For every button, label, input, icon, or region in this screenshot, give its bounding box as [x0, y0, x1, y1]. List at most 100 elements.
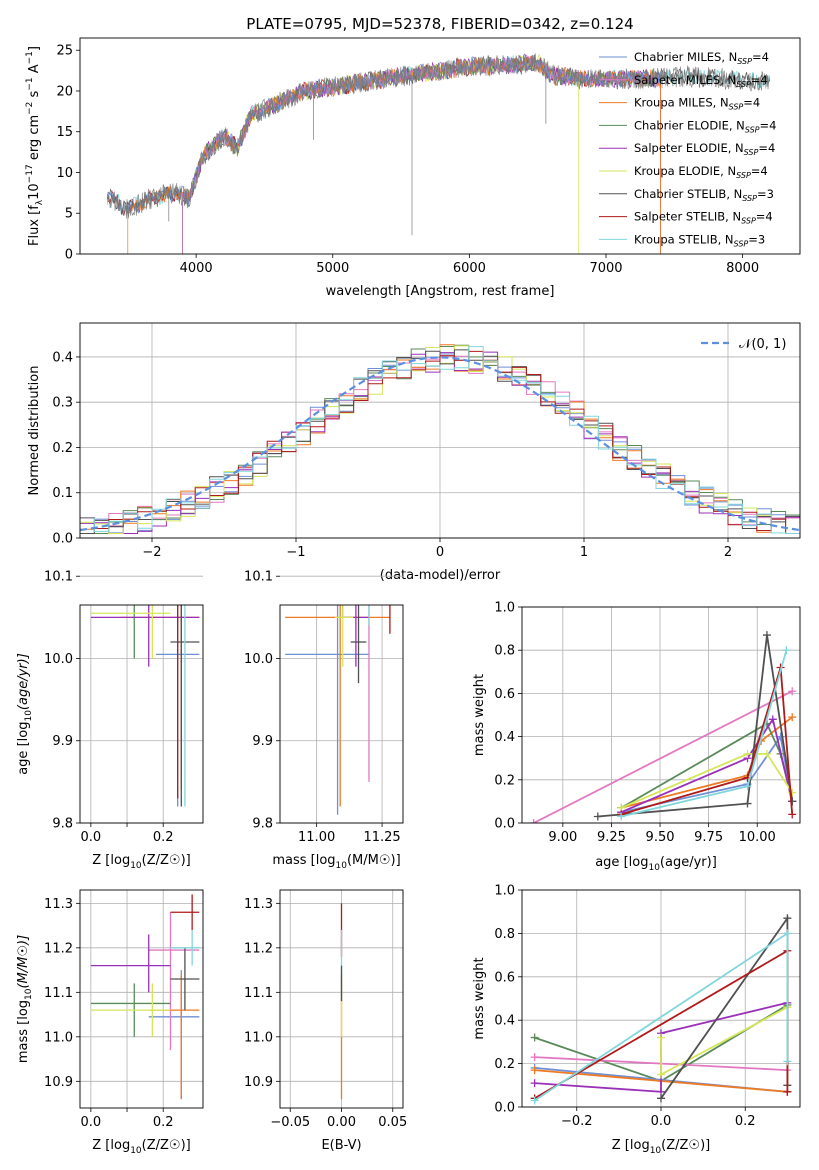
- y-tick-label: 0.3: [52, 396, 73, 411]
- y-tick-label: 0.2: [494, 1057, 515, 1072]
- weight-point: [788, 713, 797, 722]
- x-tick-label: −1: [286, 545, 305, 560]
- x-axis-label: wavelength [Angstrom, rest frame]: [326, 284, 555, 299]
- y-tick-label: 9.8: [52, 817, 73, 832]
- error-bar-point: [90, 983, 171, 1037]
- axes-frame: [521, 889, 801, 1108]
- gaussian-curve: [80, 356, 800, 532]
- weight-point: [530, 1079, 539, 1088]
- y-tick-label: 11.0: [244, 1030, 273, 1045]
- y-tick-label: 10: [56, 166, 73, 181]
- x-tick-label: 0.0: [651, 1114, 672, 1129]
- y-axis-label: Normed distribution: [27, 366, 42, 496]
- y-tick-label: 0.8: [494, 644, 515, 659]
- y-axis-label: mass weight: [472, 957, 487, 1039]
- legend-entry: Kroupa MILES, NSSP=4: [634, 96, 760, 112]
- error-bar-point: [90, 605, 200, 667]
- weight-point: [743, 799, 752, 808]
- legend-entry: Chabrier MILES, NSSP=4: [634, 50, 769, 66]
- y-tick-label: 11.1: [44, 986, 73, 1001]
- y-tick-label: 9.9: [252, 734, 273, 749]
- x-tick-label: −0.2: [561, 1114, 593, 1129]
- x-axis-label: age [log10(age/yr)]: [595, 855, 717, 873]
- mass-weight-vs-metallicity-panel: −0.2 0.0 0.2 0.0 0.2 0.4 0.6 0.8 1.0 Z [log10(Z/Z…: [472, 884, 801, 1156]
- weight-point: [657, 1033, 665, 1042]
- error-bar-point: [368, 605, 370, 626]
- error-bar-point: [368, 605, 370, 782]
- x-tick-label: 5000: [316, 261, 349, 276]
- legend-entry: Kroupa ELODIE, NSSP=4: [634, 164, 768, 180]
- weight-point: [593, 812, 602, 821]
- weight-point: [768, 715, 777, 724]
- error-bar-point: [342, 605, 344, 618]
- y-tick-label: 0: [65, 248, 73, 263]
- spectrum-observed-line: [107, 53, 770, 219]
- x-tick-label: 6000: [453, 261, 486, 276]
- error-bar-point: [285, 605, 369, 815]
- x-tick-label: 0.2: [735, 1114, 756, 1129]
- weight-point: [530, 1066, 539, 1075]
- y-tick-label: 10.1: [44, 570, 73, 585]
- error-bar-point: [389, 605, 391, 634]
- x-tick-label: 9.25: [597, 830, 626, 845]
- weight-point: [530, 1096, 539, 1105]
- weight-point: [743, 749, 752, 758]
- spectrum-model-line: [127, 55, 661, 254]
- error-bar-point: [148, 970, 200, 1100]
- legend-entry: Chabrier STELIB, NSSP=3: [634, 187, 774, 203]
- x-tick-label: 7000: [589, 261, 622, 276]
- error-bars: [285, 605, 391, 815]
- x-axis-label: (data-model)/error: [380, 568, 501, 583]
- age-vs-metallicity-panel: 0.0 0.2 9.8 9.9 10.0 10.1 Z [log10(Z/Z☉)] age […: [16, 570, 204, 871]
- y-tick-label: 15: [56, 125, 73, 140]
- weight-point: [529, 819, 538, 823]
- y-tick-label: 10.0: [244, 652, 273, 667]
- y-tick-label: 10.9: [244, 1075, 273, 1090]
- weight-point: [530, 1053, 539, 1062]
- error-bar-point: [170, 894, 200, 931]
- x-axis-label: Z [log10(Z/Z☉)]: [92, 1138, 190, 1156]
- age-vs-mass-panel: 11.00 11.25 9.8 9.9 10.0 10.1 mass [log10(M/M☉…: [244, 570, 404, 871]
- x-tick-label: 0.00: [327, 1115, 356, 1130]
- weight-point: [762, 749, 771, 758]
- y-tick-label: 11.2: [44, 941, 73, 956]
- error-bar-point: [342, 605, 369, 667]
- y-axis-label: mass weight: [472, 674, 487, 756]
- error-bar-point: [177, 605, 179, 799]
- weight-point: [762, 631, 771, 640]
- x-tick-label: 9.50: [646, 830, 675, 845]
- axes-frame: [521, 606, 801, 824]
- weight-point: [788, 788, 797, 797]
- error-bar-point: [170, 947, 200, 1011]
- error-bar-point: [170, 930, 200, 966]
- weight-point: [782, 646, 791, 655]
- x-tick-label: 9.00: [548, 830, 577, 845]
- x-axis-label: Z [log10(Z/Z☉)]: [92, 853, 190, 871]
- weight-point: [530, 1033, 539, 1042]
- x-tick-label: −2: [142, 545, 161, 560]
- mass-weight-vs-age-panel: 9.00 9.25 9.50 9.75 10.00 0.0 0.2 0.4 0.6 0.8 1.0 a…: [472, 601, 801, 873]
- weight-series-line: [597, 634, 794, 818]
- error-bars: [90, 605, 200, 807]
- x-tick-label: 0.0: [81, 830, 102, 845]
- mass-vs-metallicity-panel: 0.0 0.2 10.9 11.0 11.1 11.2 11.3 Z [log10(Z/Z☉)…: [16, 889, 204, 1156]
- y-tick-label: 0.0: [494, 1101, 515, 1116]
- weight-series-line: [620, 716, 793, 809]
- y-tick-label: 0.0: [52, 532, 73, 547]
- x-tick-label: 11.25: [363, 830, 400, 845]
- x-tick-label: 10.00: [739, 830, 776, 845]
- legend-entry: Salpeter STELIB, NSSP=4: [634, 210, 773, 226]
- y-tick-label: 11.0: [44, 1030, 73, 1045]
- x-tick-label: 0: [436, 545, 444, 560]
- x-tick-label: 0.2: [153, 830, 174, 845]
- weight-point: [783, 929, 792, 938]
- figure-title: PLATE=0795, MJD=52378, FIBERID=0342, z=0…: [246, 15, 633, 33]
- x-tick-label: 9.75: [694, 830, 723, 845]
- error-bar-point: [90, 605, 171, 659]
- weight-point: [657, 1070, 665, 1079]
- axes-frame: [279, 604, 404, 824]
- y-tick-label: 0.4: [494, 730, 515, 745]
- error-bars: [90, 894, 200, 1100]
- weight-lines: [529, 631, 797, 823]
- error-bar-point: [180, 605, 182, 774]
